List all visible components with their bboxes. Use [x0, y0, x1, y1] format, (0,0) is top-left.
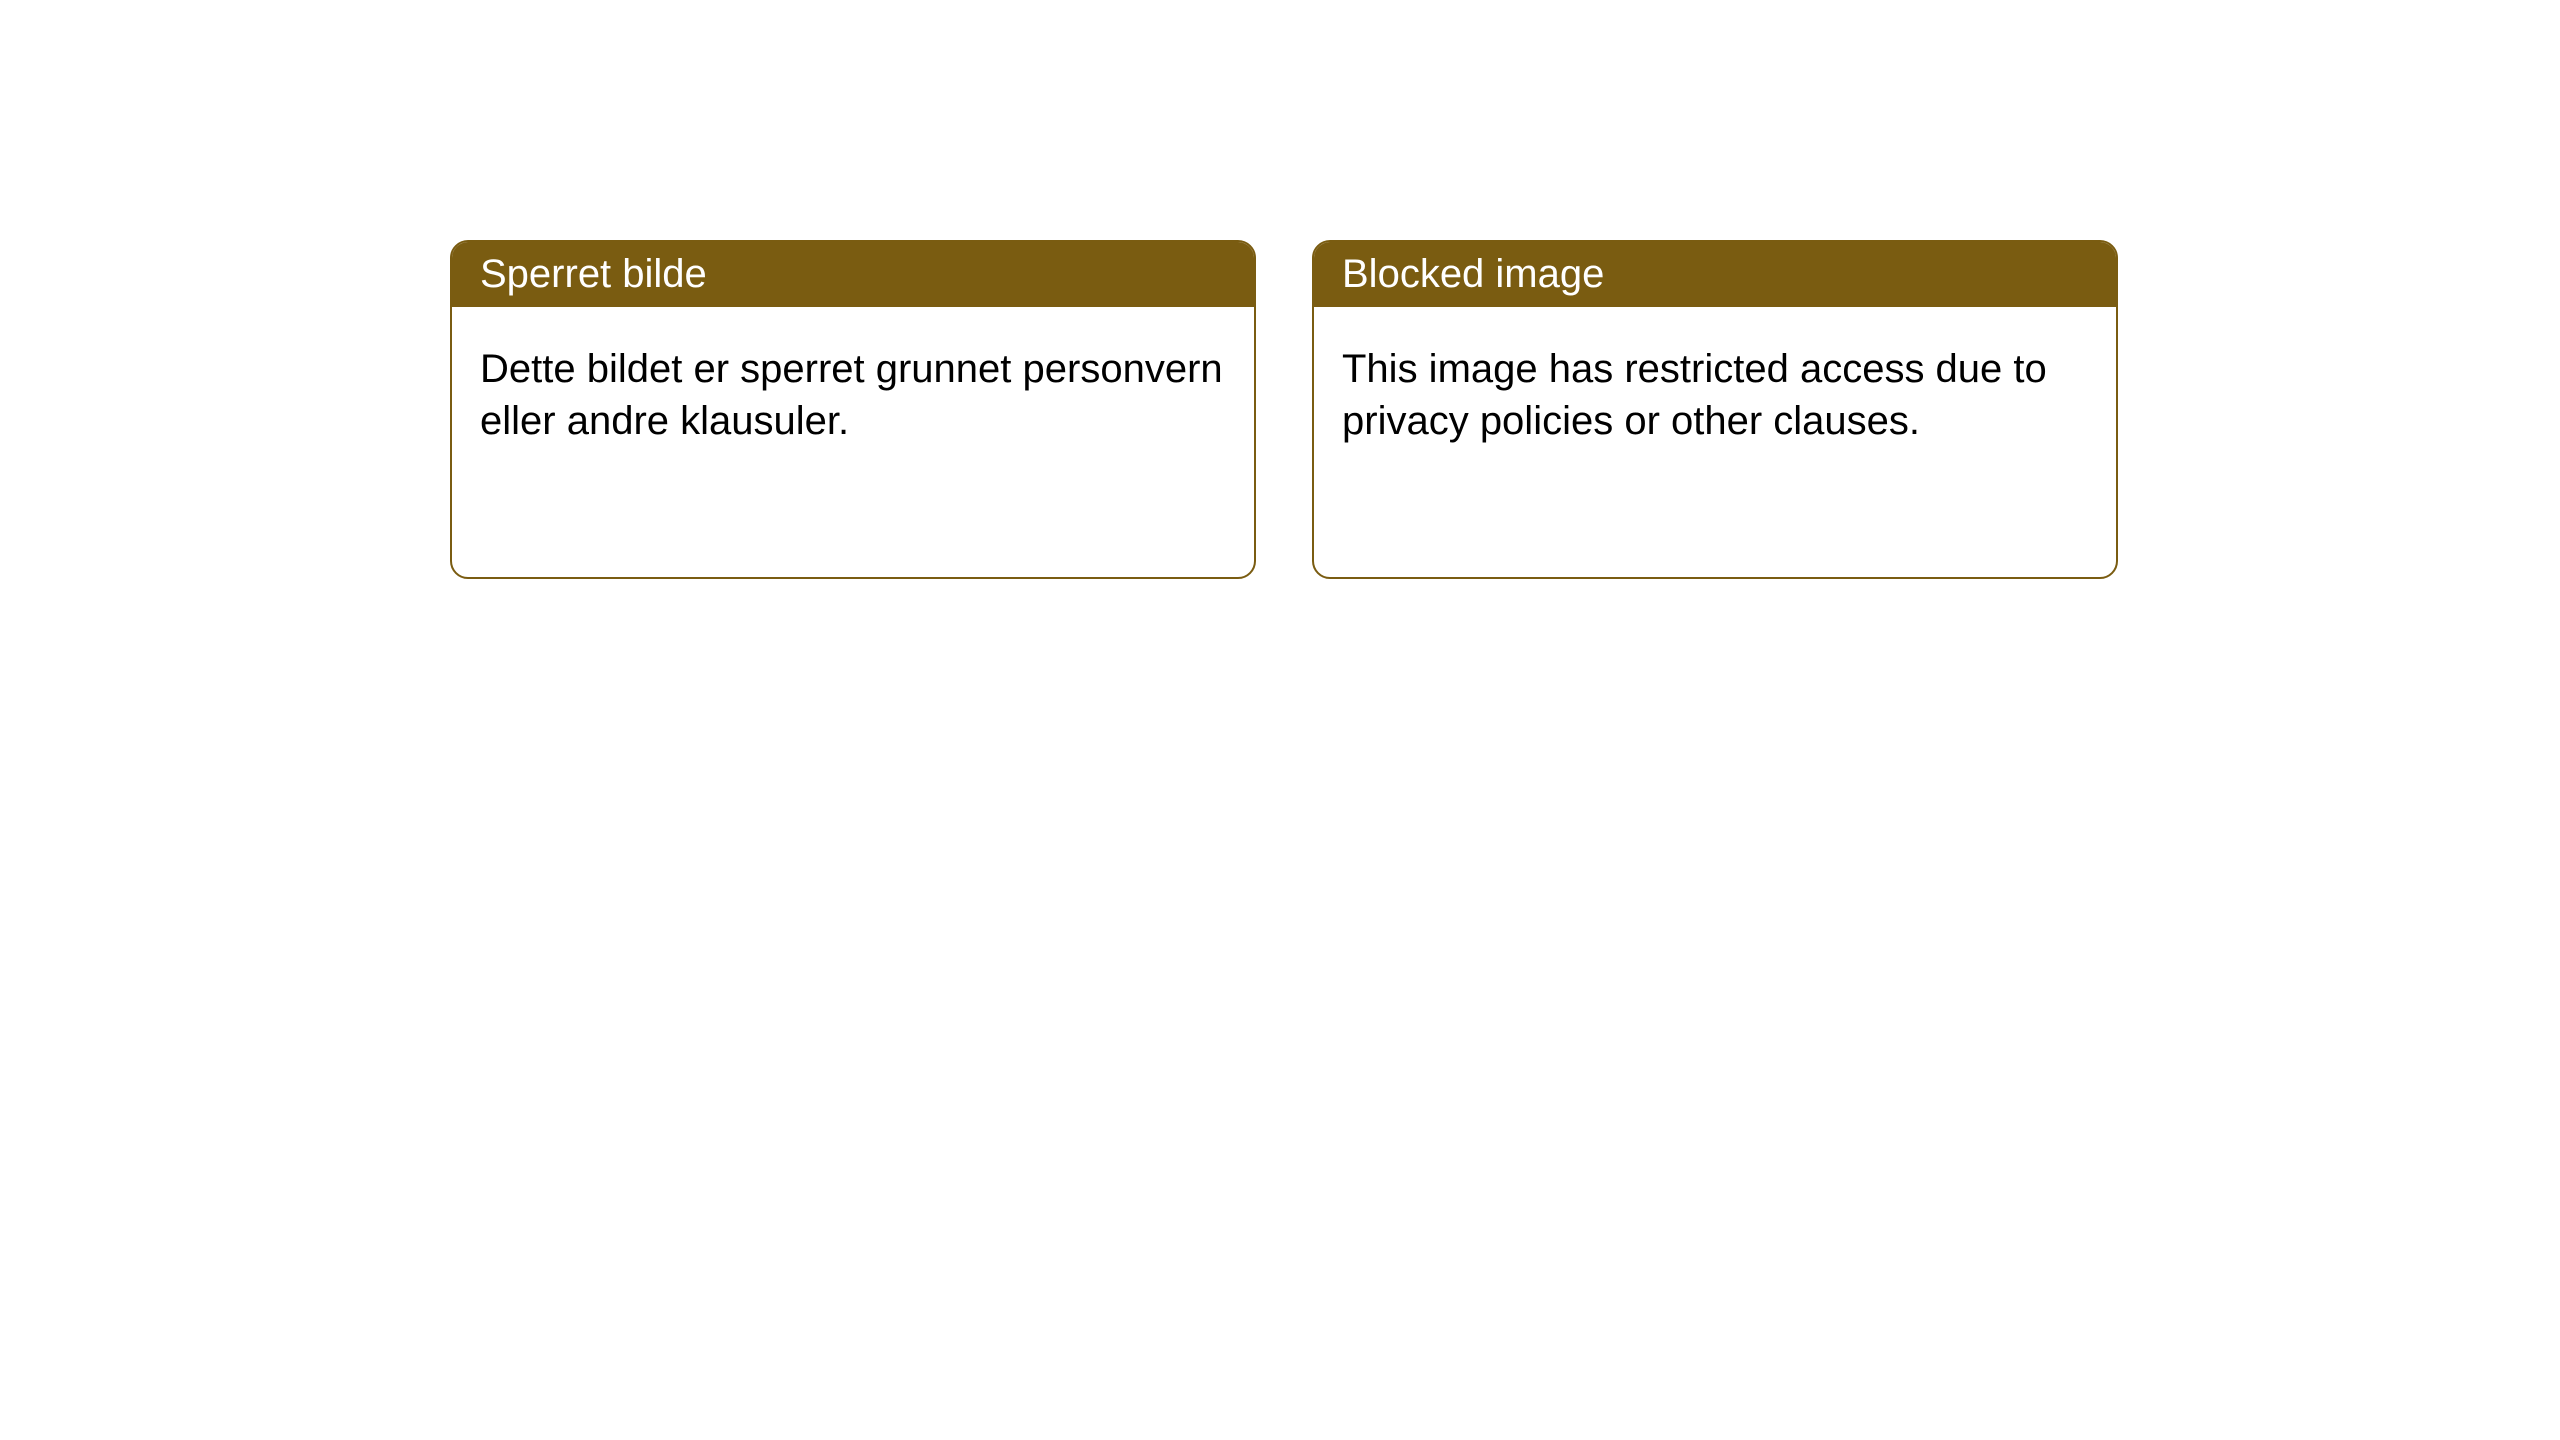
notice-card-body: This image has restricted access due to …	[1314, 307, 2116, 577]
notice-card-english: Blocked image This image has restricted …	[1312, 240, 2118, 579]
notice-card-norwegian: Sperret bilde Dette bildet er sperret gr…	[450, 240, 1256, 579]
notice-card-title: Sperret bilde	[452, 242, 1254, 307]
notice-cards-container: Sperret bilde Dette bildet er sperret gr…	[450, 240, 2118, 579]
notice-card-body: Dette bildet er sperret grunnet personve…	[452, 307, 1254, 577]
notice-card-title: Blocked image	[1314, 242, 2116, 307]
